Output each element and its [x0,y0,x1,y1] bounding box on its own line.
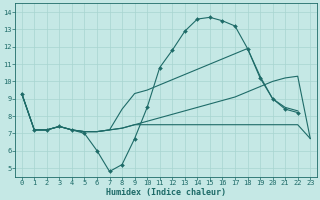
X-axis label: Humidex (Indice chaleur): Humidex (Indice chaleur) [106,188,226,197]
